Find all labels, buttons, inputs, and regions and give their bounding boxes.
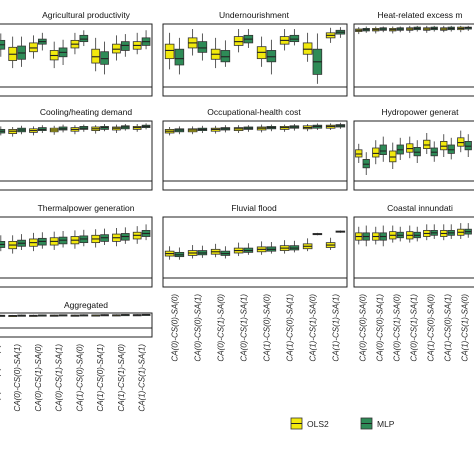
x-tick-label: CA(1)-CS(1)-SA(1) — [138, 344, 147, 412]
ols2-box — [112, 43, 121, 54]
mlp-box — [362, 158, 370, 169]
mlp-box — [413, 146, 421, 157]
mlp-box — [220, 50, 231, 63]
mlp-box — [100, 51, 109, 65]
panel-5: Occupational-health cost — [162, 107, 348, 191]
panel-6: Hydropower generat — [353, 107, 474, 191]
ols2-box — [372, 147, 380, 158]
ols2-box — [233, 36, 244, 46]
x-tick-label: CA(0)-CS(0)-SA(1) — [376, 294, 385, 362]
x-tick-label: CA(1)-CS(0)-SA(1) — [286, 294, 295, 362]
ols2-legend-label: OLS2 — [307, 419, 329, 429]
x-tick-label: CA(1)-CS(0)-SA(0) — [427, 294, 436, 362]
panel-2: Undernourishment — [162, 10, 348, 97]
panel-4: Cooling/heating demand — [0, 107, 153, 191]
x-tick-label: CA(0)-CS(0)-SA(0) — [0, 344, 1, 412]
mlp-legend-label: MLP — [377, 419, 395, 429]
ols2-box — [440, 140, 448, 151]
panel-10: Aggregated — [0, 300, 153, 338]
mlp-box — [464, 140, 472, 151]
panel-title: Aggregated — [64, 300, 108, 310]
mlp-box — [289, 34, 300, 43]
x-tick-label: CA(0)-CS(0)-SA(1) — [194, 294, 203, 362]
panel-9: Coastal innundati — [353, 203, 474, 288]
x-tick-label: CA(0)-CS(0)-SA(0) — [171, 294, 180, 362]
ols2-box — [406, 143, 414, 153]
panel-frame — [0, 216, 153, 288]
ols2-box — [29, 42, 38, 53]
x-tick-label: CA(0)-CS(1)-SA(0) — [217, 294, 226, 362]
panel-title: Agricultural productivity — [42, 10, 131, 20]
panel-title: Cooling/heating demand — [40, 107, 132, 117]
panel-title: Hydropower generat — [381, 107, 459, 117]
x-tick-label: CA(1)-CS(0)-SA(1) — [96, 344, 105, 412]
panel-title: Fluvial flood — [231, 203, 277, 213]
panel-title: Undernourishment — [219, 10, 290, 20]
panel-1: Agricultural productivity — [0, 10, 153, 97]
panel-frame — [353, 216, 474, 288]
mlp-box — [197, 41, 208, 53]
x-tick-label: CA(0)-CS(1)-SA(1) — [240, 294, 249, 362]
ols2-box — [423, 139, 431, 149]
x-tick-label: CA(0)-CS(0)-SA(1) — [13, 344, 22, 412]
ols2-box — [164, 43, 175, 60]
mlp-box — [379, 144, 387, 155]
x-tick-label: CA(1)-CS(0)-SA(0) — [75, 344, 84, 412]
panel-frame — [353, 23, 474, 97]
x-tick-label: CA(0)-CS(1)-SA(0) — [34, 344, 43, 412]
ols2-box — [389, 150, 397, 163]
mlp-box — [266, 50, 277, 63]
ols2-box — [91, 48, 101, 64]
panel-title: Coastal innundati — [387, 203, 453, 213]
panel-frame — [0, 312, 153, 338]
x-tick-labels: CA(0)-CS(0)-SA(0) CA(0)-CS(0)-SA(1) CA(0)-… — [0, 294, 470, 412]
ols2-box — [302, 42, 313, 55]
panel-frame — [0, 120, 153, 191]
x-tick-label: CA(1)-CS(1)-SA(0) — [309, 294, 318, 362]
x-tick-label: CA(1)-CS(1)-SA(1) — [332, 294, 341, 362]
panel-8: Fluvial flood — [162, 203, 348, 288]
panel-title: Occupational-health cost — [207, 107, 301, 117]
x-tick-label: CA(0)-CS(1)-SA(1) — [410, 294, 419, 362]
x-tick-label: CA(0)-CS(1)-SA(0) — [393, 294, 402, 362]
ols2-box — [457, 137, 465, 147]
mlp-box — [79, 34, 89, 43]
legend: OLS2 MLP — [290, 417, 395, 430]
mlp-box — [174, 48, 185, 66]
x-tick-label: CA(0)-CS(1)-SA(1) — [55, 344, 64, 412]
mlp-box — [447, 144, 455, 154]
ols2-box — [355, 149, 363, 158]
panel-frame — [0, 23, 153, 97]
panel-title: Thermalpower generation — [38, 203, 135, 213]
panel-frame — [162, 120, 348, 191]
panel-title: Heat-related excess m — [377, 10, 462, 20]
panel-3: Heat-related excess m — [353, 10, 474, 97]
x-tick-label: CA(1)-CS(1)-SA(0) — [461, 294, 470, 362]
x-tick-label: CA(1)-CS(0)-SA(1) — [444, 294, 453, 362]
panel-7: Thermalpower generation — [0, 203, 153, 288]
x-tick-label: CA(1)-CS(0)-SA(0) — [263, 294, 272, 362]
mlp-box — [120, 41, 130, 51]
x-tick-label: CA(0)-CS(0)-SA(0) — [359, 294, 368, 362]
panels-layer: Agricultural productivity Undernourishmen… — [0, 10, 474, 338]
x-tick-label: CA(1)-CS(1)-SA(0) — [117, 344, 126, 412]
